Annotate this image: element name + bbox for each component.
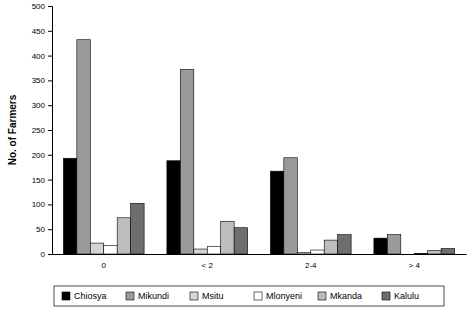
bar [117,218,130,254]
legend-swatch [126,292,134,300]
y-tick-label: 300 [32,101,46,110]
y-tick: 50 [36,225,52,234]
y-tick-label: 500 [32,2,46,11]
bar [180,69,193,254]
legend-label: Kalulu [394,291,419,301]
bar [194,249,207,254]
x-tick-label: 2-4 [305,261,317,270]
bar [90,243,103,254]
y-tick-label: 50 [36,225,45,234]
bars [63,40,454,254]
y-tick-mark [48,204,52,205]
x-axis-line [53,254,467,255]
y-tick: 150 [32,176,52,185]
legend-swatch [62,292,70,300]
legend-item: Kalulu [382,291,419,301]
bar [234,228,247,254]
x-tick: 0 [102,261,107,270]
y-tick: 250 [32,126,52,135]
y-tick-label: 150 [32,176,46,185]
y-tick-label: 0 [41,250,46,259]
legend-item: Mikundi [126,291,169,301]
x-tick-label: 0 [102,261,107,270]
y-tick-mark [48,229,52,230]
y-tick: 350 [32,76,52,85]
legend-label: Mlonyeni [266,291,302,301]
y-tick: 0 [41,250,52,259]
series [77,40,401,254]
bar [374,238,387,254]
bar [311,250,324,254]
y-tick: 500 [32,2,52,11]
series [117,218,441,254]
bar [428,251,441,254]
bar [338,235,351,254]
legend-item: Mkanda [318,291,362,301]
y-axis-line [48,7,53,255]
y-tick: 450 [32,27,52,36]
bar [77,40,90,254]
legend-label: Chiosya [74,291,107,301]
y-tick: 200 [32,151,52,160]
y-tick: 100 [32,200,52,209]
plot: 0 50 100 150 200 250 300 350 400 450 500 0 < 2 2-4 > 4 [32,2,467,270]
bar [221,221,234,254]
y-tick-label: 450 [32,27,46,36]
legend-frame [54,286,444,306]
legend-swatch [318,292,326,300]
legend: Chiosya Mikundi Msitu Mlonyeni Mkanda Kalulu [54,286,444,306]
bar [207,247,220,254]
legend-swatch [254,292,262,300]
bar [284,158,297,254]
y-tick-label: 100 [32,200,46,209]
legend-item: Msitu [190,291,224,301]
legend-label: Mkanda [330,291,362,301]
y-tick-label: 350 [32,76,46,85]
legend-label: Msitu [202,291,224,301]
bar [63,158,76,254]
chart: 0 50 100 150 200 250 300 350 400 450 500 0 < 2 2-4 > 4… [0,0,474,319]
bar [441,249,454,254]
y-tick-mark [48,56,52,57]
x-tick-label: > 4 [409,261,421,270]
y-tick: 400 [32,52,52,61]
y-tick-label: 200 [32,151,46,160]
y-axis-title: No. of Farmers [7,94,18,165]
y-axis: 0 50 100 150 200 250 300 350 400 450 500 [32,2,53,259]
y-tick-mark [48,105,52,106]
legend-label: Mikundi [138,291,169,301]
series [131,203,455,254]
x-axis: 0 < 2 2-4 > 4 [53,255,467,271]
x-tick: < 2 [202,261,214,270]
legend-item: Chiosya [62,291,107,301]
bar [104,246,117,254]
legend-item: Mlonyeni [254,291,302,301]
bar [131,203,144,254]
x-tick-label: < 2 [202,261,214,270]
x-tick: > 4 [409,261,421,270]
y-tick-label: 400 [32,52,46,61]
y-tick-mark [48,80,52,81]
series [63,158,387,254]
bar [297,253,310,254]
x-tick: 2-4 [305,261,317,270]
y-tick-mark [48,130,52,131]
bar [270,171,283,254]
y-tick-mark [48,155,52,156]
bar [401,254,414,255]
legend-swatch [190,292,198,300]
bar [167,161,180,254]
series [104,246,428,254]
y-tick-label: 250 [32,126,46,135]
y-tick-mark [48,6,52,7]
bar [324,240,337,254]
bar [414,253,427,254]
bar [387,235,400,254]
y-tick-mark [48,180,52,181]
y-tick-mark [48,31,52,32]
legend-swatch [382,292,390,300]
y-tick-mark [48,254,52,255]
y-tick: 300 [32,101,52,110]
